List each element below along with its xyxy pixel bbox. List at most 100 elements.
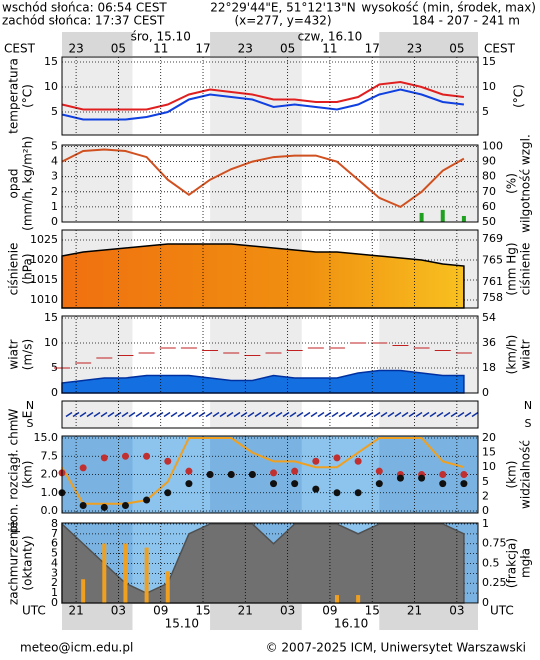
- line: [61, 88, 465, 121]
- y2-tick-label: 15: [482, 55, 496, 68]
- y-tick-label: 1.0: [41, 486, 59, 499]
- y2-tick-label: 90: [482, 155, 496, 168]
- compass-s: S: [27, 417, 34, 430]
- wind-arrow: [86, 411, 94, 418]
- dot: [121, 502, 129, 510]
- y2-tick-label: 765: [482, 253, 503, 266]
- x-tick-label: 05: [280, 42, 295, 56]
- y-axis-label: (mm/h, kg/m²h): [21, 136, 35, 231]
- y-axis-label: W: [7, 408, 21, 420]
- dot: [439, 471, 447, 478]
- dot: [121, 452, 129, 460]
- area: [61, 522, 465, 604]
- wind-arrow: [79, 411, 87, 418]
- night-band: [62, 604, 133, 630]
- y2-tick-label: 15: [482, 446, 496, 459]
- y-axis-label: (°C): [21, 84, 35, 108]
- y2-tick-label: 10: [482, 80, 496, 93]
- x-tick-label: 21: [238, 604, 253, 618]
- wind-arrow: [422, 411, 430, 418]
- x-tick-label: 17: [365, 42, 380, 56]
- dot: [270, 480, 278, 488]
- y-tick-label: 10: [44, 336, 58, 349]
- y-tick-label: 2.0: [41, 468, 59, 481]
- y2-tick-label: 758: [482, 291, 503, 304]
- wind-arrow: [135, 411, 143, 418]
- dot: [79, 464, 87, 472]
- y2-tick-label: 0: [482, 596, 489, 609]
- wind-arrow: [415, 411, 423, 418]
- y2-axis-label: (km/h): [505, 335, 519, 375]
- y2-tick-label: 36: [482, 336, 496, 349]
- y-tick-label: 0: [51, 215, 58, 228]
- y-tick-label: 15: [44, 55, 58, 68]
- y2-tick-label: 18: [482, 361, 496, 374]
- wind-arrow: [429, 411, 437, 418]
- wind-arrow: [177, 411, 185, 418]
- y2-tick-label: 2: [482, 489, 489, 502]
- night-band: [62, 32, 133, 56]
- wind-arrow: [128, 411, 136, 418]
- wind-arrow: [149, 411, 157, 418]
- panel-frame: [61, 56, 479, 136]
- dot: [333, 454, 341, 462]
- y-tick-label: 1: [51, 586, 58, 599]
- wind-arrow: [100, 411, 108, 418]
- y-tick-label: 1015: [30, 273, 58, 286]
- x-tick-label: 09: [153, 604, 168, 618]
- wind-arrow: [331, 411, 339, 418]
- y-axis-label: opad: [7, 169, 21, 199]
- x-tick-label: 03: [280, 604, 295, 618]
- wind-arrow: [443, 411, 451, 418]
- night-band: [379, 32, 478, 56]
- wind-arrow: [408, 411, 416, 418]
- wind-arrow: [233, 411, 241, 418]
- y2-axis-label: widzialność: [519, 440, 533, 509]
- y2-tick-label: 0.25: [482, 576, 507, 589]
- x-tick-label: 03: [111, 604, 126, 618]
- dot: [185, 467, 193, 475]
- wind-arrow: [191, 411, 199, 418]
- wind-arrow: [450, 411, 458, 418]
- y2-tick-label: 761: [482, 275, 503, 288]
- panel-frame: [61, 144, 479, 223]
- dot: [164, 457, 172, 465]
- wind-arrow: [107, 411, 115, 418]
- x-tick-label: 15: [195, 604, 210, 618]
- y-tick-label: 1010: [30, 293, 58, 306]
- y-axis-label: ciśnienie: [7, 243, 21, 296]
- x-tick-label: 17: [195, 42, 210, 56]
- day-label: śro, 15.10: [131, 30, 191, 44]
- line: [61, 437, 465, 505]
- dot: [270, 469, 278, 477]
- y2-tick-label: 0.5: [482, 556, 500, 569]
- wind-arrow: [93, 411, 101, 418]
- bar: [102, 543, 107, 603]
- bar: [356, 595, 361, 603]
- dot: [291, 467, 299, 475]
- x-tick-label: 23: [238, 42, 253, 56]
- x-tick-label: 21: [68, 604, 83, 618]
- elevation: 184 - 207 - 241 m: [412, 14, 520, 28]
- y-tick-label: 15: [44, 311, 58, 324]
- dot: [164, 489, 172, 497]
- wind-arrow: [380, 411, 388, 418]
- wind-arrow: [247, 411, 255, 418]
- night-shade: [379, 401, 478, 428]
- y2-tick-label: 5: [482, 105, 489, 118]
- compass-n: N: [524, 399, 532, 412]
- bar: [461, 215, 466, 222]
- y-tick-label: 4: [51, 556, 58, 569]
- dot: [312, 457, 320, 465]
- day-label: 16.10: [334, 617, 368, 631]
- panel-frame: [61, 315, 479, 394]
- x-tick-label: 21: [407, 604, 422, 618]
- x-tick-label: 11: [153, 42, 168, 56]
- y-axis-label: (m/s): [21, 339, 35, 370]
- bar: [334, 595, 339, 603]
- dot: [100, 454, 108, 462]
- dot: [206, 471, 214, 478]
- wind-arrow: [240, 411, 248, 418]
- wind-arrow: [352, 411, 360, 418]
- dot: [396, 474, 404, 482]
